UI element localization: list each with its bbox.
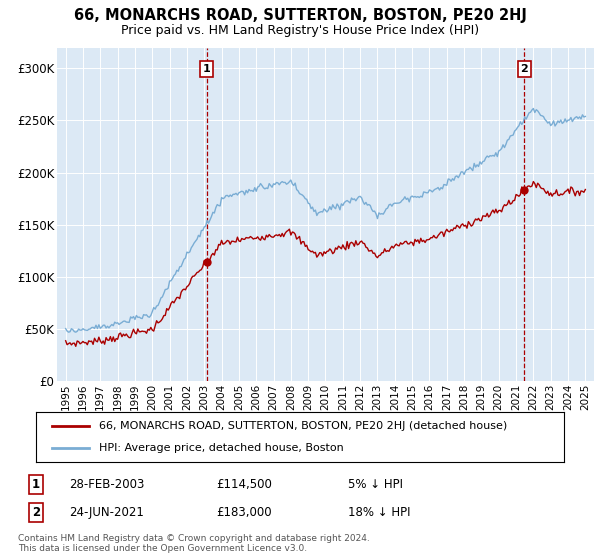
Text: 2: 2 <box>520 64 528 74</box>
Text: 5% ↓ HPI: 5% ↓ HPI <box>348 478 403 491</box>
Text: 18% ↓ HPI: 18% ↓ HPI <box>348 506 410 519</box>
Text: 28-FEB-2003: 28-FEB-2003 <box>69 478 145 491</box>
Text: Price paid vs. HM Land Registry's House Price Index (HPI): Price paid vs. HM Land Registry's House … <box>121 24 479 36</box>
Text: 2: 2 <box>32 506 40 519</box>
Text: Contains HM Land Registry data © Crown copyright and database right 2024.
This d: Contains HM Land Registry data © Crown c… <box>18 534 370 553</box>
Text: HPI: Average price, detached house, Boston: HPI: Average price, detached house, Bost… <box>100 443 344 453</box>
Text: 1: 1 <box>32 478 40 491</box>
Text: 24-JUN-2021: 24-JUN-2021 <box>69 506 144 519</box>
Text: 66, MONARCHS ROAD, SUTTERTON, BOSTON, PE20 2HJ (detached house): 66, MONARCHS ROAD, SUTTERTON, BOSTON, PE… <box>100 421 508 431</box>
Text: 1: 1 <box>203 64 211 74</box>
Text: £114,500: £114,500 <box>216 478 272 491</box>
Text: £183,000: £183,000 <box>216 506 272 519</box>
Text: 66, MONARCHS ROAD, SUTTERTON, BOSTON, PE20 2HJ: 66, MONARCHS ROAD, SUTTERTON, BOSTON, PE… <box>74 8 526 24</box>
